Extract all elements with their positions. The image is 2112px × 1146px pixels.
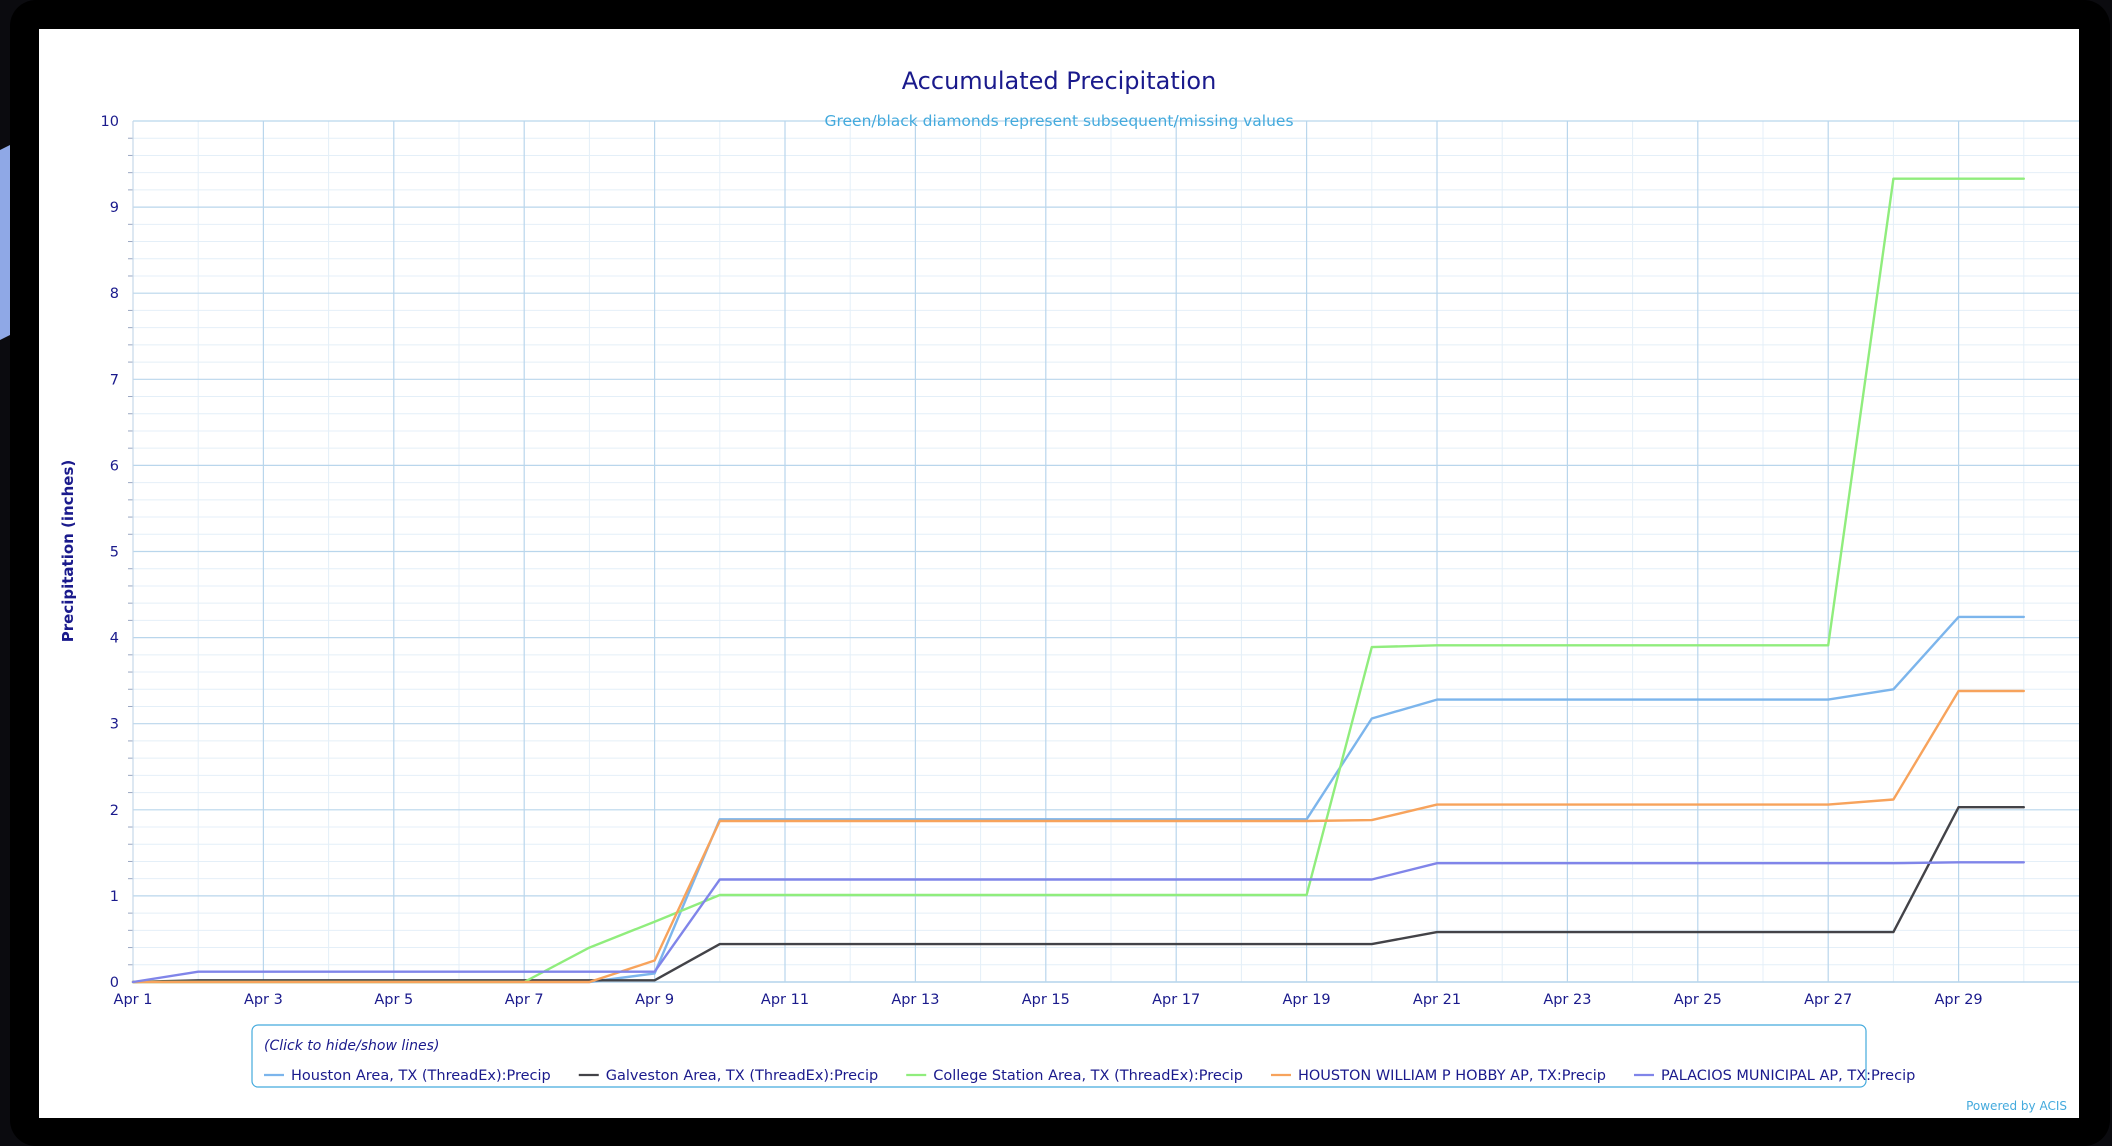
- x-tick-label: Apr 3: [244, 992, 283, 1008]
- legend-label[interactable]: Houston Area, TX (ThreadEx):Precip: [291, 1068, 551, 1084]
- y-tick-label: 6: [110, 458, 119, 474]
- y-tick-label: 2: [110, 803, 119, 819]
- x-tick-label: Apr 1: [114, 992, 153, 1008]
- x-tick-label: Apr 13: [891, 992, 939, 1008]
- y-tick-label: 10: [101, 114, 119, 130]
- legend-label[interactable]: HOUSTON WILLIAM P HOBBY AP, TX:Precip: [1298, 1068, 1606, 1084]
- series-line-2[interactable]: [131, 806, 2026, 984]
- y-axis-title: Precipitation (inches): [59, 460, 77, 643]
- x-tick-label: Apr 11: [761, 992, 809, 1008]
- legend-label[interactable]: College Station Area, TX (ThreadEx):Prec…: [933, 1068, 1243, 1084]
- y-tick-label: 8: [110, 286, 119, 302]
- x-tick-label: Apr 17: [1152, 992, 1200, 1008]
- series-line-5[interactable]: [131, 861, 2026, 984]
- x-tick-label: Apr 7: [505, 992, 544, 1008]
- x-axis-ticks: Apr 1 Apr 3 Apr 5 Apr 7 Apr 9 Apr 11 Apr 13 Apr…: [114, 992, 1983, 1008]
- x-tick-label: Apr 9: [635, 992, 674, 1008]
- y-tick-label: 0: [110, 975, 119, 991]
- legend-item-4[interactable]: HOUSTON WILLIAM P HOBBY AP, TX:Precip: [1270, 1068, 1606, 1084]
- chart-panel: 0 1 2 3 4 5 6 7 8 9 10 Apr 1 Apr 3 Apr 5 Apr 7 Apr 9 Ap…: [39, 29, 2079, 1118]
- legend-label[interactable]: PALACIOS MUNICIPAL AP, TX:Precip: [1661, 1068, 1915, 1084]
- legend-item-5[interactable]: PALACIOS MUNICIPAL AP, TX:Precip: [1633, 1068, 1915, 1084]
- chart-subtitle: Green/black diamonds represent subsequen…: [824, 112, 1293, 130]
- legend-items: Houston Area, TX (ThreadEx):Precip Galves…: [264, 1068, 1915, 1084]
- x-tick-label: Apr 15: [1022, 992, 1070, 1008]
- x-tick-label: Apr 27: [1804, 992, 1852, 1008]
- y-tick-label: 7: [110, 372, 119, 388]
- y-tick-label: 9: [110, 200, 119, 216]
- y-axis-ticks: 0 1 2 3 4 5 6 7 8 9 10: [101, 114, 119, 991]
- credit-link[interactable]: Powered by ACIS: [1966, 1099, 2067, 1113]
- minor-gridlines: [128, 121, 2079, 982]
- x-tick-label: Apr 25: [1674, 992, 1722, 1008]
- series-lines: [131, 177, 2026, 984]
- legend-label[interactable]: Galveston Area, TX (ThreadEx):Precip: [606, 1068, 878, 1084]
- series-line-4[interactable]: [131, 689, 2026, 984]
- legend-item-1[interactable]: Houston Area, TX (ThreadEx):Precip: [264, 1068, 551, 1084]
- legend: (Click to hide/show lines) Houston Area,…: [251, 1024, 1915, 1088]
- legend-box: [251, 1024, 1867, 1088]
- y-tick-label: 3: [110, 717, 119, 733]
- legend-item-3[interactable]: College Station Area, TX (ThreadEx):Prec…: [906, 1068, 1243, 1084]
- legend-item-2[interactable]: Galveston Area, TX (ThreadEx):Precip: [578, 1068, 878, 1084]
- x-tick-label: Apr 23: [1543, 992, 1591, 1008]
- x-tick-label: Apr 5: [374, 992, 413, 1008]
- y-tick-label: 4: [110, 631, 119, 647]
- x-tick-label: Apr 19: [1283, 992, 1331, 1008]
- x-tick-label: Apr 29: [1935, 992, 1983, 1008]
- chart-title: Accumulated Precipitation: [902, 67, 1217, 95]
- y-tick-label: 5: [110, 545, 119, 561]
- y-tick-label: 1: [110, 889, 119, 905]
- x-tick-label: Apr 21: [1413, 992, 1461, 1008]
- legend-hint: (Click to hide/show lines): [264, 1038, 439, 1054]
